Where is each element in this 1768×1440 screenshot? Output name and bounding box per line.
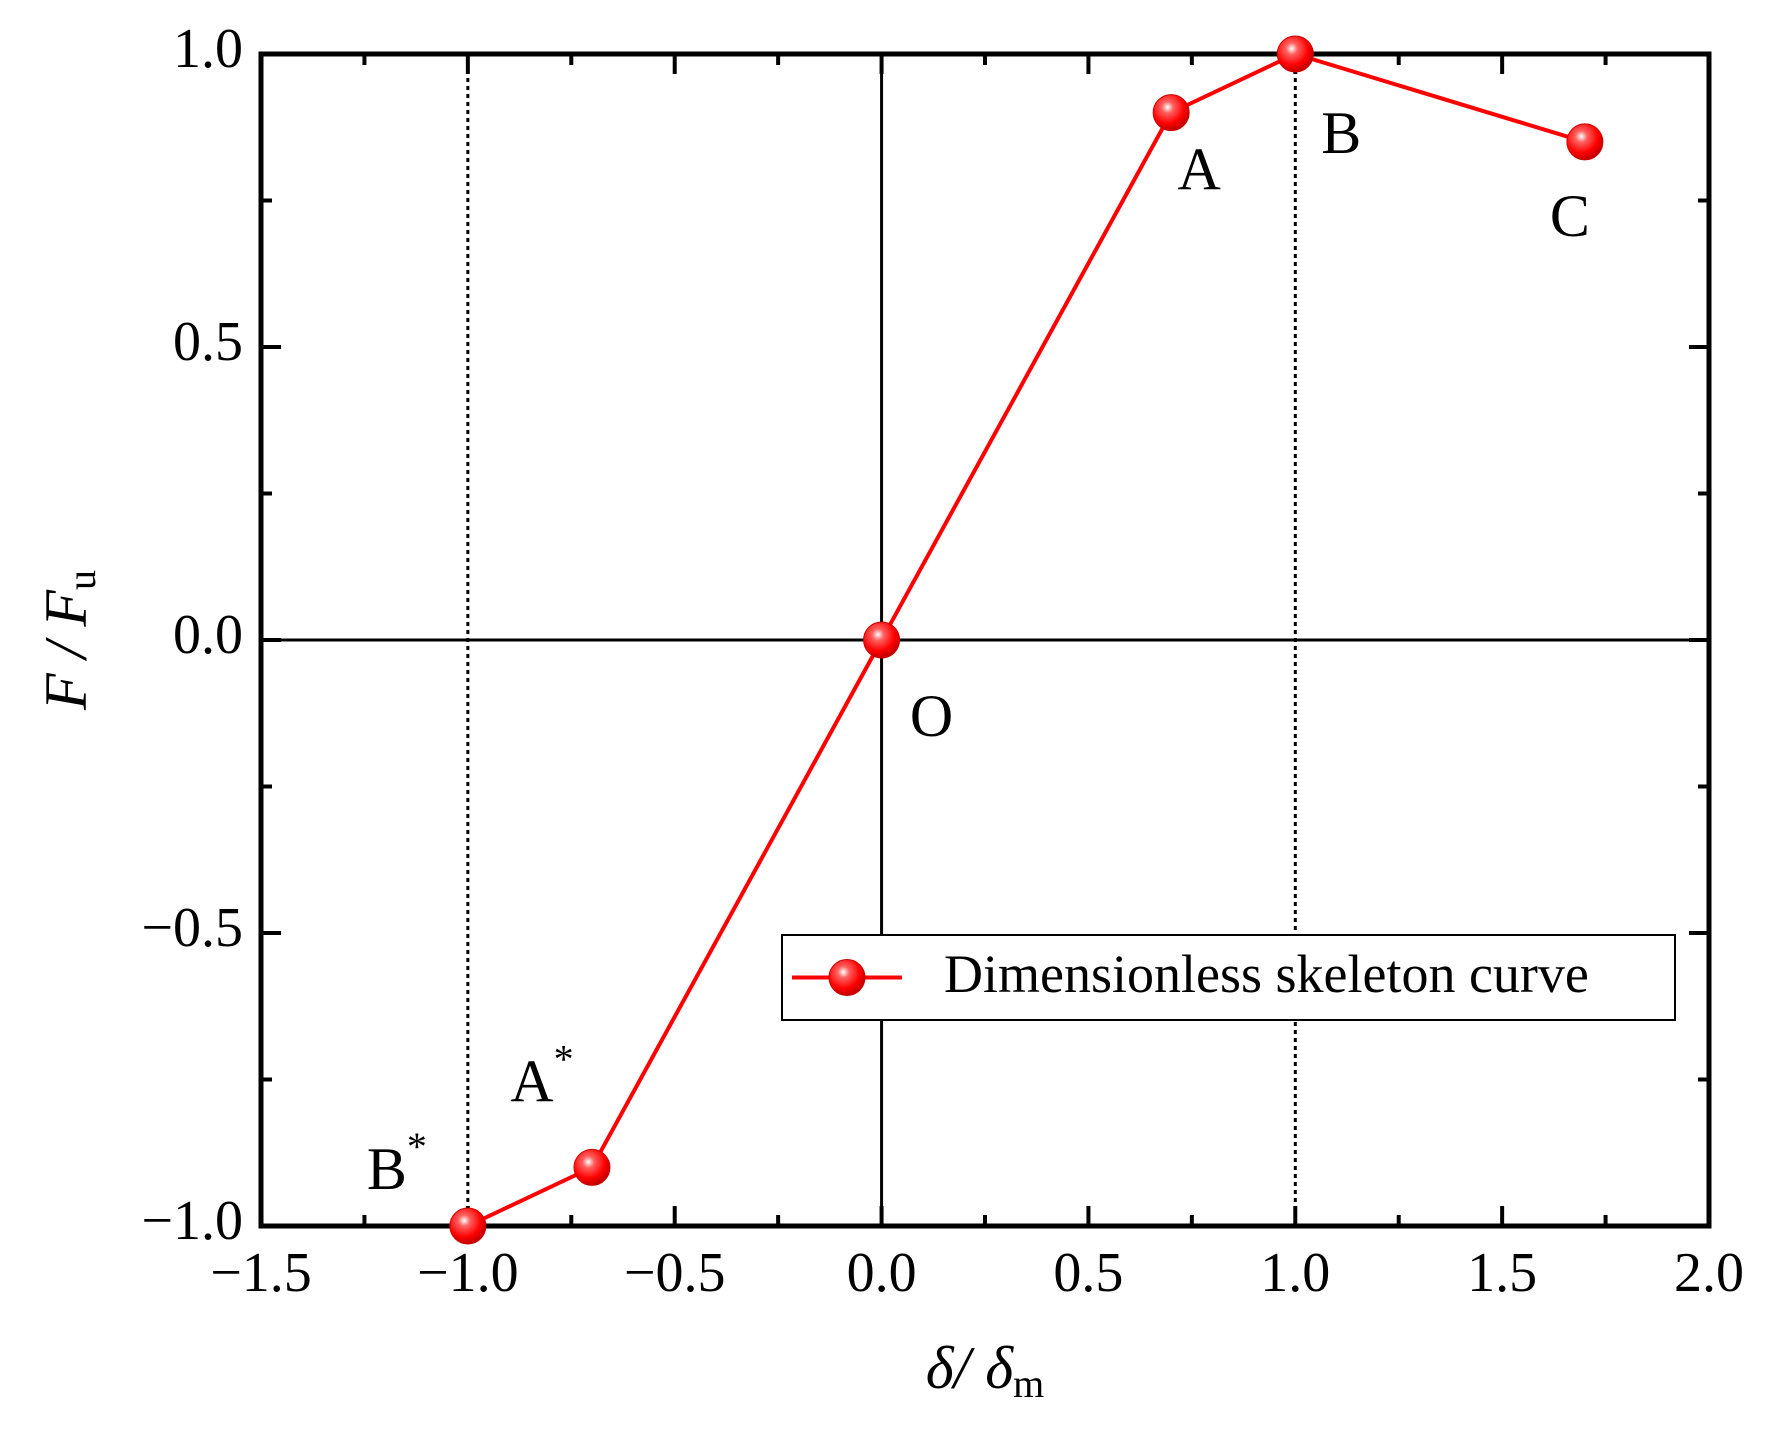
y-tick-label: −0.5 [141, 897, 243, 959]
x-axis-label-sub: m [1013, 1361, 1044, 1406]
point-label-text: B [1321, 100, 1361, 166]
x-tick-label: 1.5 [1467, 1242, 1537, 1304]
point-label: A* [510, 1037, 573, 1115]
data-point [1276, 35, 1314, 73]
x-axis-label-main: δ/ δ [926, 1335, 1015, 1401]
data-point [1566, 123, 1604, 161]
point-label-sup: * [407, 1124, 427, 1169]
x-tick-label: 2.0 [1674, 1242, 1744, 1304]
data-point [573, 1148, 611, 1186]
legend-label: Dimensionless skeleton curve [944, 944, 1589, 1004]
data-point [449, 1207, 487, 1245]
y-axis-label-main: F / F [33, 589, 99, 711]
x-axis-label: δ/ δm [926, 1335, 1045, 1406]
data-point [863, 621, 901, 659]
point-label-text: A [510, 1048, 553, 1114]
point-label: O [910, 683, 953, 749]
y-tick-label: 0.5 [173, 311, 243, 373]
x-tick-label: −1.0 [417, 1242, 519, 1304]
y-axis-label-sub: u [59, 570, 104, 590]
point-label: B* [367, 1124, 427, 1202]
x-tick-label: 0.0 [847, 1242, 917, 1304]
point-label: A [1177, 136, 1220, 202]
x-tick-label: −0.5 [624, 1242, 726, 1304]
data-point [1152, 94, 1190, 132]
point-label-sup: * [554, 1037, 574, 1082]
plot-frame [258, 51, 1712, 1229]
legend-marker [828, 959, 866, 996]
point-label-text: C [1550, 183, 1590, 249]
point-label-text: B [367, 1136, 407, 1202]
y-tick-label: 0.0 [173, 604, 243, 666]
point-label: B [1321, 100, 1361, 166]
point-label-text: O [910, 683, 953, 749]
series-line [467, 51, 1586, 1228]
legend-box [781, 934, 1676, 1021]
x-tick-label: −1.5 [210, 1242, 312, 1304]
x-tick-label: 1.0 [1260, 1242, 1330, 1304]
y-axis-label: F / Fu [33, 570, 104, 711]
y-tick-label: −1.0 [141, 1190, 243, 1252]
point-label: C [1550, 183, 1590, 249]
x-tick-label: 0.5 [1053, 1242, 1123, 1304]
point-label-text: A [1177, 136, 1220, 202]
y-tick-label: 1.0 [173, 18, 243, 80]
